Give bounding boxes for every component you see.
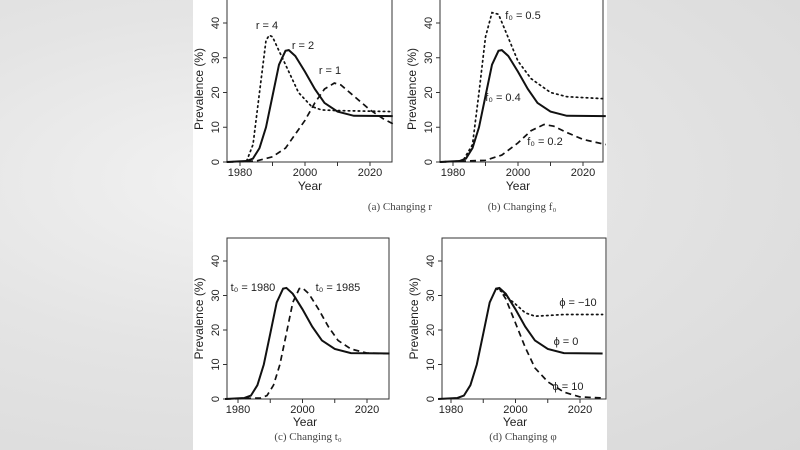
panel-caption: (a) Changing r bbox=[368, 201, 432, 213]
x-tick-label: 2000 bbox=[293, 167, 317, 179]
x-axis-label: Year bbox=[503, 415, 527, 429]
plot-frame bbox=[439, 0, 604, 163]
x-axis-label: Year bbox=[298, 179, 322, 193]
y-tick-label: 30 bbox=[423, 52, 435, 64]
chart-panel-0: 1980 2000 2020 0 10 20 30 40 Year Prevalence (%) (… bbox=[192, 0, 432, 213]
y-axis-label: Prevalence (%) bbox=[405, 48, 419, 130]
series-line-dashed bbox=[439, 123, 606, 163]
y-tick-label: 0 bbox=[425, 396, 437, 402]
y-tick-label: 10 bbox=[210, 121, 222, 133]
y-tick-label: 40 bbox=[423, 17, 435, 29]
x-tick-label: 1980 bbox=[441, 167, 465, 179]
y-tick-label: 40 bbox=[425, 255, 437, 267]
plot-frame bbox=[441, 237, 607, 400]
plot-frame bbox=[226, 0, 393, 163]
y-tick-label: 0 bbox=[210, 396, 222, 402]
x-tick-label: 2000 bbox=[290, 404, 314, 416]
chart-panel-2: 1980 2000 2020 0 10 20 30 40 Year Prevalence (%) (… bbox=[192, 237, 390, 443]
series-line-solid bbox=[439, 49, 606, 163]
y-tick-label: 30 bbox=[210, 289, 222, 301]
figure-background bbox=[193, 0, 607, 450]
y-tick-label: 0 bbox=[210, 159, 222, 165]
chart-panel-1: 1980 2000 2020 0 10 20 30 40 Year Prevalence (%) (… bbox=[405, 0, 607, 213]
y-tick-label: 20 bbox=[210, 86, 222, 98]
plot-frame bbox=[226, 237, 390, 400]
panel-caption: (c) Changing t₀ bbox=[274, 431, 342, 443]
series-annotation: ϕ = 0 bbox=[554, 336, 579, 348]
series-annotation: r = 4 bbox=[256, 20, 278, 32]
x-tick-label: 1980 bbox=[228, 167, 252, 179]
series-annotation: f₀ = 0.4 bbox=[485, 92, 520, 104]
y-tick-label: 30 bbox=[210, 52, 222, 64]
y-axis-label: Prevalence (%) bbox=[192, 277, 206, 359]
x-axis-label: Year bbox=[293, 415, 317, 429]
panel-caption: (b) Changing f₀ bbox=[488, 201, 557, 213]
series-line-dotted bbox=[495, 287, 604, 318]
series-line-dotted bbox=[439, 11, 607, 163]
y-tick-label: 0 bbox=[423, 159, 435, 165]
x-axis-label: Year bbox=[506, 179, 530, 193]
series-annotation: f₀ = 0.5 bbox=[505, 10, 540, 22]
y-axis-label: Prevalence (%) bbox=[407, 277, 421, 359]
y-tick-label: 10 bbox=[425, 358, 437, 370]
y-tick-label: 40 bbox=[210, 255, 222, 267]
x-tick-label: 1980 bbox=[226, 404, 250, 416]
y-axis-label: Prevalence (%) bbox=[192, 48, 206, 130]
y-tick-label: 10 bbox=[423, 121, 435, 133]
series-annotation: f₀ = 0.2 bbox=[527, 136, 562, 148]
series-line-dashed bbox=[226, 82, 394, 163]
series-line-solid bbox=[225, 286, 390, 400]
panel-caption: (d) Changing φ bbox=[489, 431, 556, 443]
series-line-solid bbox=[226, 49, 393, 163]
x-tick-label: 2020 bbox=[571, 167, 595, 179]
series-line-dotted bbox=[226, 34, 394, 163]
x-tick-label: 2000 bbox=[506, 167, 530, 179]
y-tick-label: 20 bbox=[423, 86, 435, 98]
x-tick-label: 2020 bbox=[358, 167, 382, 179]
chart-panel-3: 1980 2000 2020 0 10 20 30 40 Year Prevalence (%) (… bbox=[407, 237, 607, 443]
series-annotation: ϕ = −10 bbox=[559, 297, 596, 309]
series-annotation: ϕ = 10 bbox=[553, 381, 584, 393]
series-annotation: r = 2 bbox=[292, 40, 314, 52]
y-tick-label: 10 bbox=[210, 358, 222, 370]
y-tick-label: 20 bbox=[425, 324, 437, 336]
series-annotation: r = 1 bbox=[319, 65, 341, 77]
series-annotation: t₀ = 1985 bbox=[316, 282, 361, 294]
series-annotation: t₀ = 1980 bbox=[231, 282, 276, 294]
y-tick-label: 20 bbox=[210, 324, 222, 336]
x-tick-label: 1980 bbox=[439, 404, 463, 416]
y-tick-label: 30 bbox=[425, 289, 437, 301]
y-tick-label: 40 bbox=[210, 17, 222, 29]
x-tick-label: 2020 bbox=[568, 404, 592, 416]
x-tick-label: 2000 bbox=[503, 404, 527, 416]
x-tick-label: 2020 bbox=[355, 404, 379, 416]
